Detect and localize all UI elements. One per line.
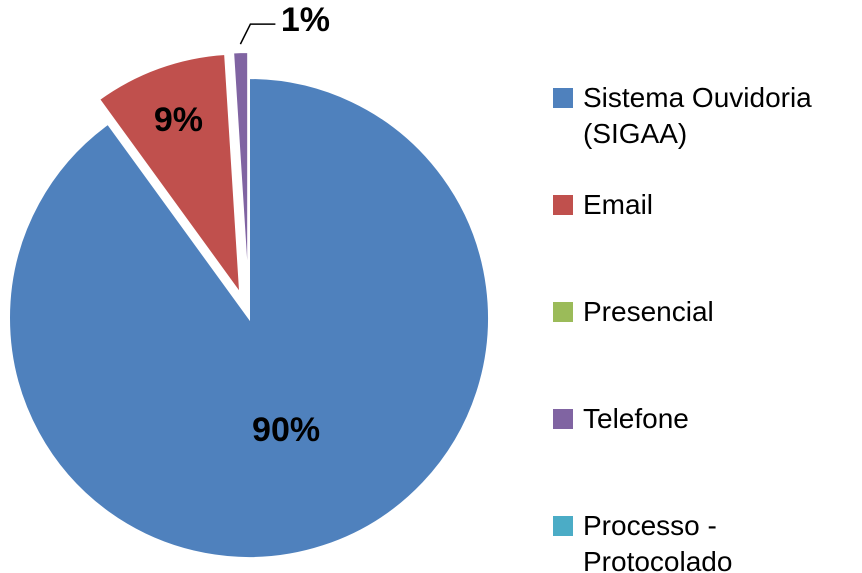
leader-line xyxy=(239,23,276,45)
legend-label: Sistema Ouvidoria (SIGAA) xyxy=(583,82,812,149)
legend-item: Telefone xyxy=(553,401,853,437)
pie-slice xyxy=(97,52,242,297)
data-label: 9% xyxy=(154,101,203,139)
data-label: 1% xyxy=(281,1,330,39)
legend-label: Presencial xyxy=(583,296,714,327)
legend-label: Telefone xyxy=(583,403,689,434)
pie-slice xyxy=(8,76,490,559)
legend-swatch xyxy=(553,302,573,322)
legend-swatch xyxy=(553,516,573,536)
legend-label: Processo - Protocolado xyxy=(583,510,733,573)
legend-label: Email xyxy=(583,189,654,220)
legend-swatch xyxy=(553,88,573,108)
data-label: 90% xyxy=(252,411,320,449)
legend-item: Sistema Ouvidoria (SIGAA) xyxy=(553,80,853,152)
legend-item: Processo - Protocolado xyxy=(553,508,853,573)
legend-item: Presencial xyxy=(553,294,853,330)
legend-swatch xyxy=(553,409,573,429)
legend-swatch xyxy=(553,195,573,215)
legend-item: Email xyxy=(553,187,853,223)
